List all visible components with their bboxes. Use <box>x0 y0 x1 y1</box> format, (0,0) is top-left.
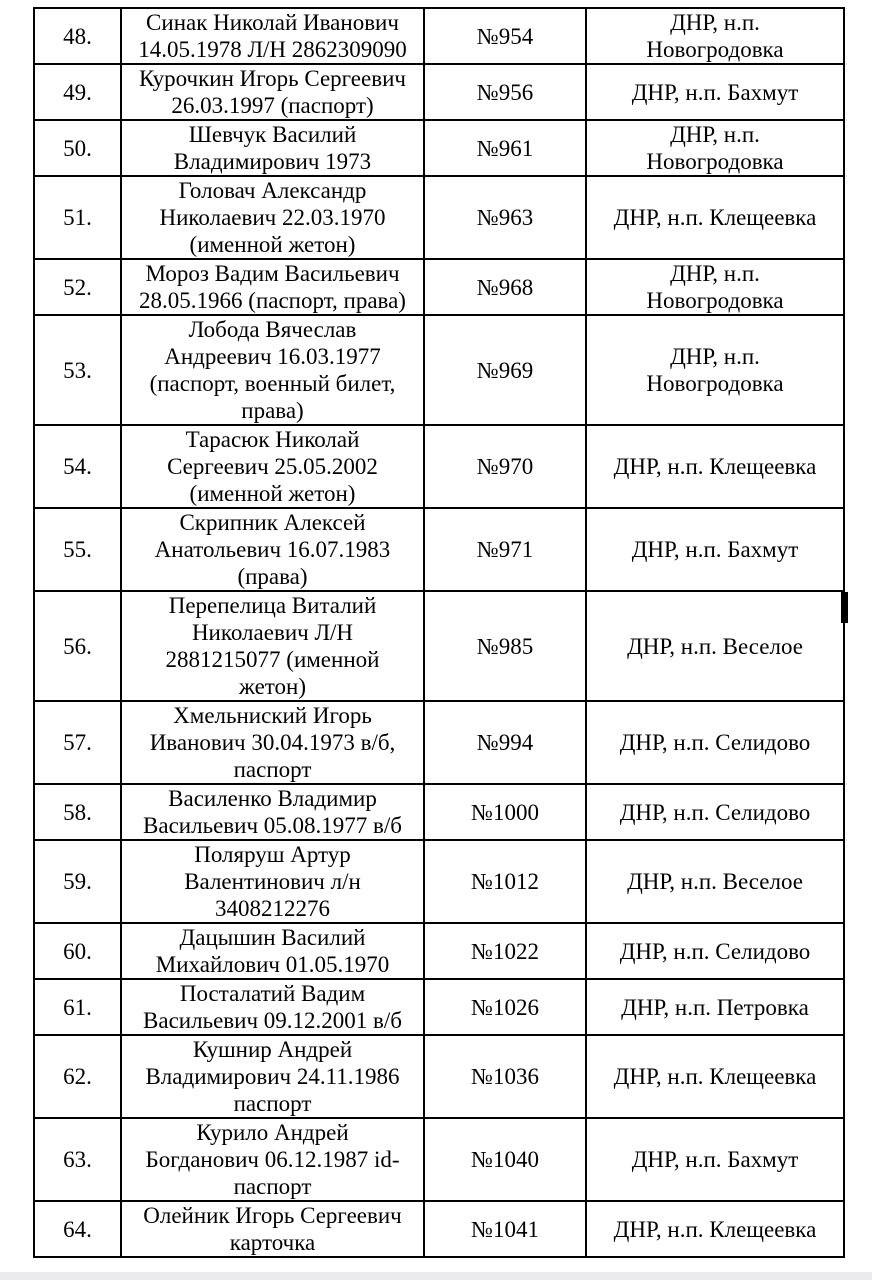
name-cell: Курило Андрей Богданович 06.12.1987 id- … <box>120 1117 425 1202</box>
table-row: 48. Синак Николай Иванович 14.05.1978 Л/Н… <box>33 7 845 65</box>
number-cell: №961 <box>423 119 587 177</box>
number-cell: №1040 <box>423 1117 587 1202</box>
index-cell: 57. <box>33 700 122 785</box>
table-row: 63. Курило Андрей Богданович 06.12.1987 i… <box>33 1117 845 1202</box>
index-cell: 48. <box>33 7 122 65</box>
table-row: 57. Хмельниский Игорь Иванович 30.04.1973… <box>33 700 845 785</box>
number-cell: №1036 <box>423 1034 587 1119</box>
table-row: 58. Василенко Владимир Васильевич 05.08.1… <box>33 783 845 841</box>
number-cell: №985 <box>423 590 587 702</box>
name-cell: Перепелица Виталий Николаевич Л/Н 288121… <box>120 590 425 702</box>
table-row: 62. Кушнир Андрей Владимирович 24.11.1986… <box>33 1034 845 1119</box>
index-cell: 51. <box>33 175 122 260</box>
location-cell: ДНР, н.п. Селидово <box>585 783 845 841</box>
table-row: 51. Головач Александр Николаевич 22.03.19… <box>33 175 845 260</box>
number-cell: №968 <box>423 258 587 316</box>
number-cell: №1000 <box>423 783 587 841</box>
number-cell: №1012 <box>423 839 587 924</box>
number-cell: №954 <box>423 7 587 65</box>
name-cell: Тарасюк Николай Сергеевич 25.05.2002 (им… <box>120 424 425 509</box>
number-cell: №1022 <box>423 922 587 980</box>
name-cell: Мороз Вадим Васильевич 28.05.1966 (паспо… <box>120 258 425 316</box>
number-cell: №994 <box>423 700 587 785</box>
name-cell: Курочкин Игорь Сергеевич 26.03.1997 (пас… <box>120 63 425 121</box>
table-row: 54. Тарасюк Николай Сергеевич 25.05.2002 … <box>33 424 845 509</box>
records-table: 48. Синак Николай Иванович 14.05.1978 Л/Н… <box>33 7 845 1258</box>
name-cell: Олейник Игорь Сергеевич карточка <box>120 1200 425 1258</box>
index-cell: 64. <box>33 1200 122 1258</box>
number-cell: №970 <box>423 424 587 509</box>
location-cell: ДНР, н.п. Клещеевка <box>585 1200 845 1258</box>
table-row: 52. Мороз Вадим Васильевич 28.05.1966 (па… <box>33 258 845 316</box>
table-row: 59. Поляруш Артур Валентинович л/н 340821… <box>33 839 845 924</box>
index-cell: 50. <box>33 119 122 177</box>
records-table-body: 48. Синак Николай Иванович 14.05.1978 Л/Н… <box>33 7 845 1258</box>
name-cell: Кушнир Андрей Владимирович 24.11.1986 па… <box>120 1034 425 1119</box>
name-cell: Синак Николай Иванович 14.05.1978 Л/Н 28… <box>120 7 425 65</box>
name-cell: Василенко Владимир Васильевич 05.08.1977… <box>120 783 425 841</box>
index-cell: 55. <box>33 507 122 592</box>
location-cell: ДНР, н.п. Петровка <box>585 978 845 1036</box>
stray-ink-mark <box>841 592 848 623</box>
name-cell: Скрипник Алексей Анатольевич 16.07.1983 … <box>120 507 425 592</box>
number-cell: №969 <box>423 314 587 426</box>
location-cell: ДНР, н.п. Клещеевка <box>585 1034 845 1119</box>
location-cell: ДНР, н.п. Новогродовка <box>585 7 845 65</box>
table-row: 61. Посталатий Вадим Васильевич 09.12.200… <box>33 978 845 1036</box>
location-cell: ДНР, н.п. Веселое <box>585 590 845 702</box>
table-row: 60. Дацышин Василий Михайлович 01.05.1970… <box>33 922 845 980</box>
table-row: 49. Курочкин Игорь Сергеевич 26.03.1997 (… <box>33 63 845 121</box>
index-cell: 59. <box>33 839 122 924</box>
location-cell: ДНР, н.п. Новогродовка <box>585 258 845 316</box>
index-cell: 62. <box>33 1034 122 1119</box>
index-cell: 60. <box>33 922 122 980</box>
location-cell: ДНР, н.п. Бахмут <box>585 1117 845 1202</box>
table-row: 56. Перепелица Виталий Николаевич Л/Н 288… <box>33 590 845 702</box>
index-cell: 61. <box>33 978 122 1036</box>
table-row: 64. Олейник Игорь Сергеевич карточка №1041… <box>33 1200 845 1258</box>
name-cell: Лобода Вячеслав Андреевич 16.03.1977 (па… <box>120 314 425 426</box>
number-cell: №1041 <box>423 1200 587 1258</box>
number-cell: №956 <box>423 63 587 121</box>
index-cell: 58. <box>33 783 122 841</box>
name-cell: Головач Александр Николаевич 22.03.1970 … <box>120 175 425 260</box>
name-cell: Шевчук Василий Владимирович 1973 <box>120 119 425 177</box>
location-cell: ДНР, н.п. Бахмут <box>585 507 845 592</box>
name-cell: Посталатий Вадим Васильевич 09.12.2001 в… <box>120 978 425 1036</box>
table-row: 53. Лобода Вячеслав Андреевич 16.03.1977 … <box>33 314 845 426</box>
location-cell: ДНР, н.п. Селидово <box>585 700 845 785</box>
table-row: 50. Шевчук Василий Владимирович 1973 №961 Д… <box>33 119 845 177</box>
index-cell: 54. <box>33 424 122 509</box>
index-cell: 52. <box>33 258 122 316</box>
number-cell: №971 <box>423 507 587 592</box>
index-cell: 56. <box>33 590 122 702</box>
name-cell: Хмельниский Игорь Иванович 30.04.1973 в/… <box>120 700 425 785</box>
location-cell: ДНР, н.п. Новогродовка <box>585 119 845 177</box>
index-cell: 63. <box>33 1117 122 1202</box>
location-cell: ДНР, н.п. Клещеевка <box>585 175 845 260</box>
bottom-strip <box>0 1272 872 1280</box>
location-cell: ДНР, н.п. Новогродовка <box>585 314 845 426</box>
location-cell: ДНР, н.п. Веселое <box>585 839 845 924</box>
table-row: 55. Скрипник Алексей Анатольевич 16.07.19… <box>33 507 845 592</box>
index-cell: 53. <box>33 314 122 426</box>
name-cell: Поляруш Артур Валентинович л/н 340821227… <box>120 839 425 924</box>
name-cell: Дацышин Василий Михайлович 01.05.1970 <box>120 922 425 980</box>
location-cell: ДНР, н.п. Бахмут <box>585 63 845 121</box>
number-cell: №963 <box>423 175 587 260</box>
location-cell: ДНР, н.п. Селидово <box>585 922 845 980</box>
index-cell: 49. <box>33 63 122 121</box>
location-cell: ДНР, н.п. Клещеевка <box>585 424 845 509</box>
number-cell: №1026 <box>423 978 587 1036</box>
